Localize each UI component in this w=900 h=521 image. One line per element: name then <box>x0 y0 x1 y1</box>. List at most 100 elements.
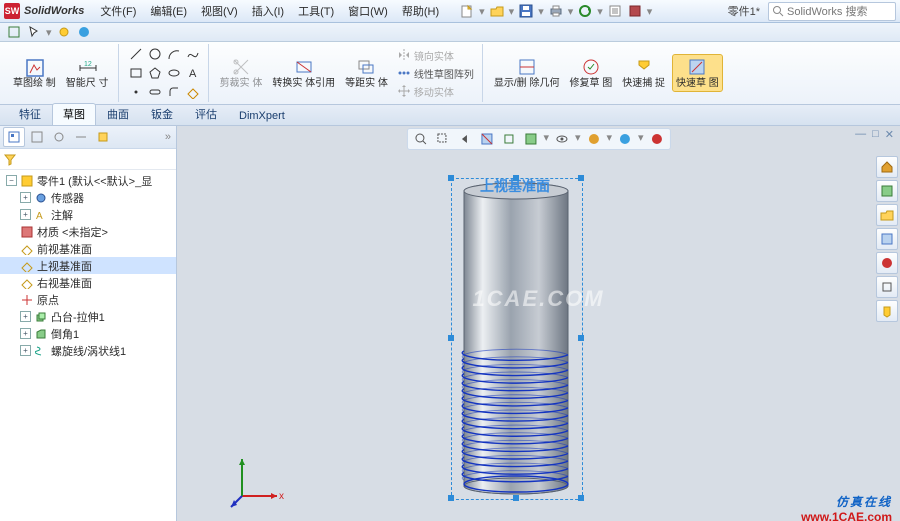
selection-handle[interactable] <box>513 495 519 501</box>
tree-top-plane[interactable]: 上视基准面 <box>0 257 176 274</box>
tab-sheetmetal[interactable]: 钣金 <box>140 103 184 125</box>
collapse-icon[interactable]: − <box>6 175 17 186</box>
options-icon[interactable] <box>607 3 623 19</box>
slot-tool-icon[interactable] <box>146 83 164 101</box>
line-tool-icon[interactable] <box>127 45 145 63</box>
trim-button[interactable]: 剪裁实 体 <box>217 55 266 91</box>
selection-bounding-box[interactable] <box>451 178 583 500</box>
move-entities-button[interactable]: 移动实体 <box>395 82 476 100</box>
plane-icon <box>20 259 34 273</box>
task-appear-icon[interactable] <box>876 252 898 274</box>
quick-access-toolbar: ▾ ▾ ▾ ▾ ▾ ▾ <box>459 3 652 19</box>
select-icon[interactable] <box>26 24 42 40</box>
tab-dimxpert[interactable]: DimXpert <box>228 107 296 125</box>
menu-insert[interactable]: 插入(I) <box>246 1 290 21</box>
mirror-entities-button[interactable]: 镜向实体 <box>395 46 476 64</box>
expand-icon[interactable]: + <box>20 328 31 339</box>
tree-right-plane[interactable]: 右视基准面 <box>0 274 176 291</box>
task-lib-icon[interactable] <box>876 180 898 202</box>
tree-root[interactable]: − 零件1 (默认<<默认>_显 <box>0 172 176 189</box>
config-tab-icon[interactable] <box>49 128 69 146</box>
tree-annotations[interactable]: + A 注解 <box>0 206 176 223</box>
linear-pattern-button[interactable]: 线性草图阵列 <box>395 64 476 82</box>
view-triad[interactable]: x <box>227 451 287 511</box>
instant-sketch-button[interactable]: 快速草 图 <box>672 54 723 92</box>
quick-snap-button[interactable]: 快速捕 捉 <box>619 55 668 91</box>
repair-sketch-button[interactable]: 修复草 图 <box>566 55 615 91</box>
selection-handle[interactable] <box>578 335 584 341</box>
arc-tool-icon[interactable] <box>165 45 183 63</box>
tree-sensors[interactable]: + 传感器 <box>0 189 176 206</box>
selection-handle[interactable] <box>448 175 454 181</box>
plane-icon <box>20 242 34 256</box>
menu-file[interactable]: 文件(F) <box>94 1 142 21</box>
watermark-cn: 仿真在线 <box>801 495 892 510</box>
print-icon[interactable] <box>548 3 564 19</box>
polygon-tool-icon[interactable] <box>146 64 164 82</box>
svg-text:A: A <box>189 68 197 80</box>
selection-handle[interactable] <box>448 495 454 501</box>
task-home-icon[interactable] <box>876 156 898 178</box>
open-icon[interactable] <box>489 3 505 19</box>
tree-origin[interactable]: 原点 <box>0 291 176 308</box>
tab-surface[interactable]: 曲面 <box>96 103 140 125</box>
expand-icon[interactable]: + <box>20 209 31 220</box>
menu-edit[interactable]: 编辑(E) <box>144 1 193 21</box>
view-orientation-icon[interactable] <box>6 24 22 40</box>
display-relations-button[interactable]: 显示/删 除几何 <box>491 55 563 91</box>
tree-helix[interactable]: + 螺旋线/涡状线1 <box>0 342 176 359</box>
sketch-entities-grid: A <box>127 45 202 101</box>
tree-extrude[interactable]: + 凸台-拉伸1 <box>0 308 176 325</box>
task-custom-icon[interactable] <box>876 276 898 298</box>
selection-handle[interactable] <box>578 175 584 181</box>
instant-sketch-label: 快速草 图 <box>676 78 719 89</box>
task-files-icon[interactable] <box>876 204 898 226</box>
display-tab-icon[interactable] <box>93 128 113 146</box>
selection-handle[interactable] <box>578 495 584 501</box>
property-tab-icon[interactable] <box>27 128 47 146</box>
origin-icon <box>20 293 34 307</box>
tab-sketch[interactable]: 草图 <box>52 103 96 125</box>
expand-icon[interactable]: + <box>20 311 31 322</box>
spline-tool-icon[interactable] <box>184 45 202 63</box>
selection-handle[interactable] <box>448 335 454 341</box>
convert-label: 转换实 体引用 <box>272 78 335 89</box>
smart-dimension-button[interactable]: 12 智能尺 寸 <box>63 55 112 91</box>
menu-window[interactable]: 窗口(W) <box>342 1 394 21</box>
rect-tool-icon[interactable] <box>127 64 145 82</box>
menu-help[interactable]: 帮助(H) <box>396 1 445 21</box>
feature-tree-tab-icon[interactable] <box>3 127 25 147</box>
plane-tool-icon[interactable] <box>184 83 202 101</box>
menu-view[interactable]: 视图(V) <box>195 1 244 21</box>
task-view-icon[interactable] <box>876 228 898 250</box>
dim-tab-icon[interactable] <box>71 128 91 146</box>
save-icon[interactable] <box>518 3 534 19</box>
tree-chamfer[interactable]: + 倒角1 <box>0 325 176 342</box>
offset-button[interactable]: 等距实 体 <box>342 55 391 91</box>
tab-features[interactable]: 特征 <box>8 103 52 125</box>
selection-handle[interactable] <box>513 175 519 181</box>
expand-icon[interactable]: + <box>20 192 31 203</box>
task-more-icon[interactable] <box>876 300 898 322</box>
text-tool-icon[interactable]: A <box>184 64 202 82</box>
rebuild-icon[interactable] <box>577 3 593 19</box>
fillet-tool-icon[interactable] <box>165 83 183 101</box>
new-icon[interactable] <box>459 3 475 19</box>
tree-front-plane[interactable]: 前视基准面 <box>0 240 176 257</box>
graphics-viewport[interactable]: ▾ ▾ ▾ ▾ — □ ✕ <box>177 126 900 521</box>
tree-material[interactable]: 材质 <未指定> <box>0 223 176 240</box>
expand-icon[interactable]: + <box>20 345 31 356</box>
color-icon[interactable] <box>76 24 92 40</box>
panel-chevron-icon[interactable]: » <box>165 131 173 143</box>
menu-tools[interactable]: 工具(T) <box>292 1 340 21</box>
tab-evaluate[interactable]: 评估 <box>184 103 228 125</box>
circle-tool-icon[interactable] <box>146 45 164 63</box>
point-tool-icon[interactable] <box>127 83 145 101</box>
rebuild2-icon[interactable] <box>56 24 72 40</box>
convert-button[interactable]: 转换实 体引用 <box>269 55 338 91</box>
settings-icon[interactable] <box>627 3 643 19</box>
ellipse-tool-icon[interactable] <box>165 64 183 82</box>
filter-bar[interactable] <box>0 149 176 170</box>
sketch-button[interactable]: 草图绘 制 <box>10 55 59 91</box>
search-input[interactable]: SolidWorks 搜索 <box>768 2 896 21</box>
